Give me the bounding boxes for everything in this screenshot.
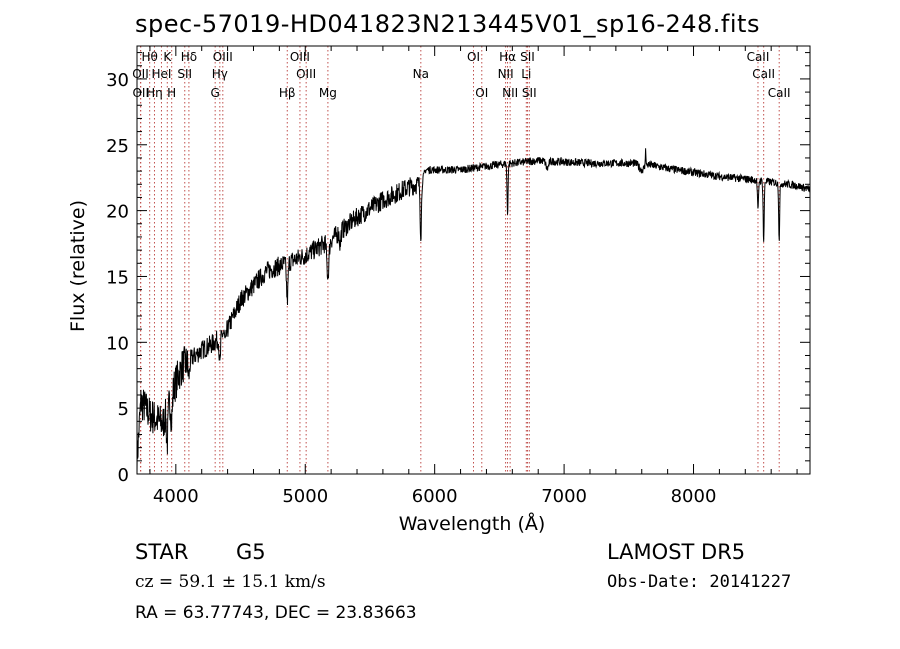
line-label: Hγ <box>212 67 228 81</box>
line-label: OIII <box>290 50 310 64</box>
spectrum-line <box>136 148 811 475</box>
line-marker-layer <box>139 46 780 474</box>
y-tick-label: 0 <box>118 465 129 486</box>
line-label: OI <box>467 50 480 64</box>
x-axis-label: Wavelength (Å) <box>399 512 546 535</box>
plot-axes: 4000 5000 6000 7000 8000 0 5 10 15 20 25 30 <box>106 45 811 507</box>
line-label: CaII <box>752 67 775 81</box>
chart-title: spec-57019-HD041823N213445V01_sp16-248.f… <box>135 10 760 38</box>
line-label: Mg <box>319 86 337 100</box>
survey-name: LAMOST DR5 <box>607 540 746 564</box>
line-label: Li <box>521 67 531 81</box>
line-label: H <box>167 86 176 100</box>
line-label: G <box>211 86 220 100</box>
line-label: Hδ <box>181 50 197 64</box>
y-tick-label: 25 <box>106 136 129 157</box>
x-tick-label: 4000 <box>153 486 199 507</box>
line-label: CaII <box>768 86 791 100</box>
plot-frame <box>136 45 811 475</box>
line-label: OIII <box>213 50 233 64</box>
line-label: CaII <box>747 50 770 64</box>
x-tick-label: 6000 <box>412 486 458 507</box>
x-tick-label: 8000 <box>671 486 717 507</box>
y-tick-label: 30 <box>106 70 129 91</box>
y-tick-label: 15 <box>106 267 129 288</box>
spectral-subclass: G5 <box>236 540 266 564</box>
observation-date: Obs-Date: 20141227 <box>607 572 792 592</box>
line-label: NII <box>498 67 514 81</box>
sky-coordinates: RA = 63.77743, DEC = 23.83663 <box>135 603 417 623</box>
object-class: STAR <box>135 540 189 564</box>
line-label: Na <box>413 67 429 81</box>
line-label: Hθ <box>141 50 157 64</box>
line-label: OII <box>132 67 149 81</box>
line-label: Hη <box>146 86 163 100</box>
line-label-layer: Hθ K Hδ OIII OIII OI Hα SII CaII OII HeI SII Hγ OIII N… <box>132 50 790 100</box>
x-tick-label: 7000 <box>541 486 587 507</box>
y-tick-label: 20 <box>106 202 129 223</box>
line-label: Hα <box>499 50 516 64</box>
line-label: SII <box>177 67 192 81</box>
line-label: OIII <box>296 67 316 81</box>
line-label: Hβ <box>279 86 296 100</box>
redshift-velocity: cz = 59.1 ± 15.1 km/s <box>135 572 326 592</box>
line-label: NII <box>502 86 518 100</box>
line-label: K <box>163 50 172 64</box>
y-tick-label: 5 <box>118 399 129 420</box>
line-label: SII <box>522 86 537 100</box>
x-tick-label: 5000 <box>282 486 328 507</box>
line-label: SII <box>520 50 535 64</box>
y-axis-label: Flux (relative) <box>67 200 89 332</box>
y-tick-label: 10 <box>106 333 129 354</box>
line-label: HeI <box>151 67 171 81</box>
line-label: OI <box>475 86 488 100</box>
